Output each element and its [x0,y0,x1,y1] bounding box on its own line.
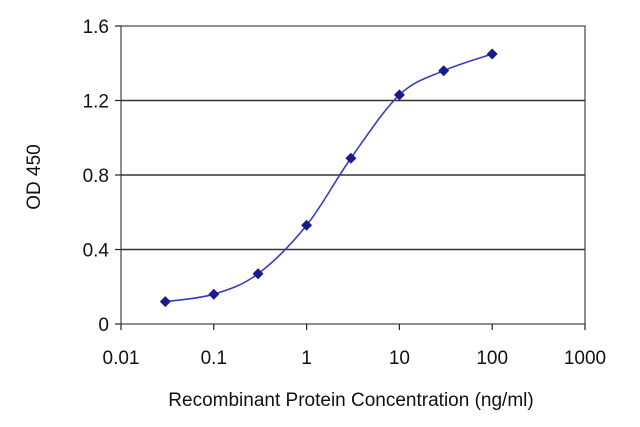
x-axis-label: Recombinant Protein Concentration (ng/ml… [168,390,533,411]
x-tick-labels: 0.01 0.1 1 10 100 1000 [103,348,607,369]
y-tick-labels: 0 0.4 0.8 1.2 1.6 [83,17,110,336]
y-axis-label: OD 450 [24,144,45,209]
y-tick-label: 0.8 [83,166,109,187]
data-point [252,268,264,280]
x-tick-label: 10 [389,348,410,369]
x-tick-label: 1 [301,348,312,369]
data-points [159,48,498,308]
data-point [486,48,498,60]
y-tick-label: 1.6 [83,17,109,38]
data-point [438,65,450,77]
x-tick-label: 100 [476,348,508,369]
x-tick-label: 0.01 [103,348,140,369]
x-tick-label: 0.1 [201,348,227,369]
data-point [301,219,313,231]
y-tick-label: 0.4 [83,241,110,262]
data-point [159,296,171,308]
data-point [208,288,220,300]
series-line [165,53,493,303]
y-tick-label: 1.2 [83,92,109,113]
gridlines [121,99,585,251]
y-tick-label: 0 [98,315,109,336]
data-point [345,152,357,164]
axis-ticks [115,25,586,330]
data-point [393,89,405,101]
x-tick-label: 1000 [564,348,606,369]
